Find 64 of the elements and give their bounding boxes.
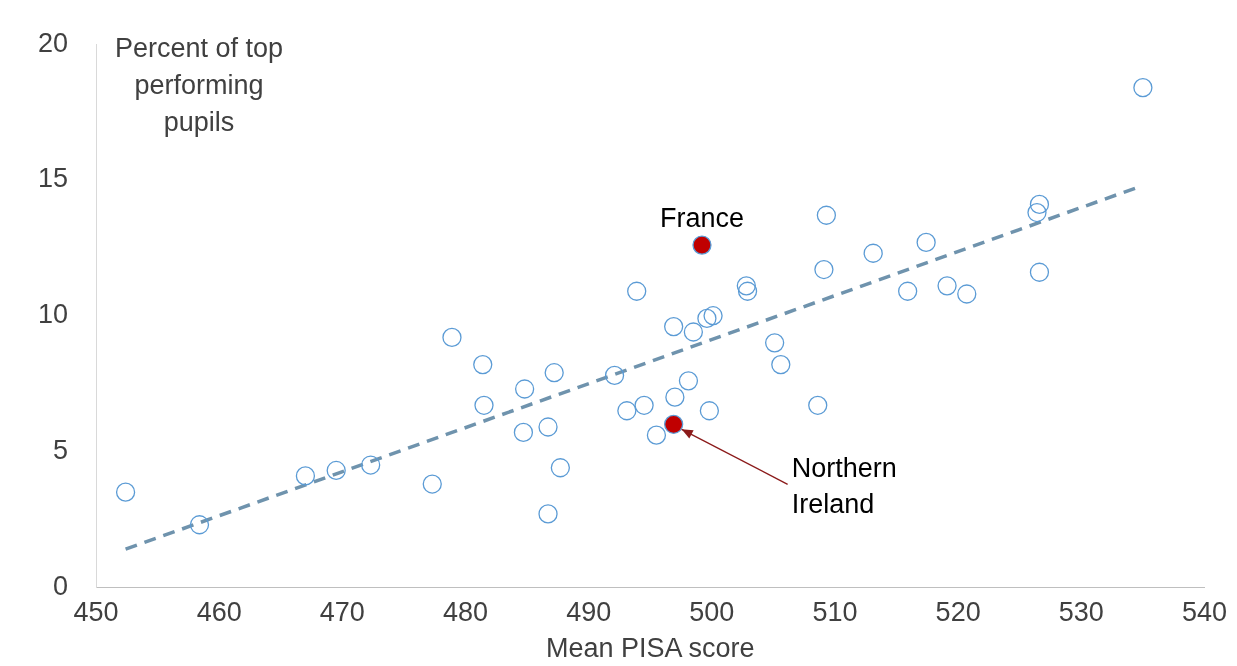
point xyxy=(664,414,684,434)
point xyxy=(627,281,647,301)
point xyxy=(692,235,712,255)
x-tick-label: 520 xyxy=(935,596,981,627)
x-tick-label: 480 xyxy=(442,596,489,627)
x-tick-label: 500 xyxy=(689,596,735,627)
point xyxy=(863,243,883,263)
x-tick-label: 510 xyxy=(812,596,858,627)
point xyxy=(473,354,493,375)
point xyxy=(736,276,756,296)
point xyxy=(664,316,684,337)
point xyxy=(115,482,136,502)
point xyxy=(678,371,699,391)
point xyxy=(538,417,558,437)
point xyxy=(514,379,535,399)
y-tick-label: 15 xyxy=(37,163,69,194)
x-axis-title: Mean PISA score xyxy=(545,633,755,664)
point xyxy=(737,281,758,301)
annotation: France xyxy=(659,203,744,234)
point xyxy=(808,395,828,415)
point xyxy=(771,354,791,375)
annotation: Northern Ireland xyxy=(791,453,897,520)
x-tick-label: 450 xyxy=(73,596,119,627)
point xyxy=(697,308,717,329)
point xyxy=(604,365,625,386)
y-tick-label: 5 xyxy=(53,434,69,465)
point xyxy=(1027,202,1047,223)
point xyxy=(326,460,346,481)
point xyxy=(550,458,570,478)
point xyxy=(634,395,654,415)
point xyxy=(683,322,704,342)
x-tick-label: 530 xyxy=(1058,596,1104,627)
point xyxy=(474,395,494,415)
y-tick-label: 20 xyxy=(37,27,69,58)
y-tick-label: 0 xyxy=(53,570,69,601)
point xyxy=(646,425,667,445)
x-tick-label: 460 xyxy=(196,596,242,627)
point xyxy=(1029,194,1050,215)
point xyxy=(665,387,685,407)
point xyxy=(937,276,957,296)
x-tick-label: 470 xyxy=(319,596,365,627)
point xyxy=(916,232,936,253)
point xyxy=(699,401,720,421)
point xyxy=(765,333,785,353)
x-tick-label: 540 xyxy=(1181,596,1228,627)
point xyxy=(957,284,977,304)
y-axis-title: Percent of top performing pupils xyxy=(114,33,284,138)
point xyxy=(617,401,637,421)
y-tick-label: 10 xyxy=(37,299,69,330)
point xyxy=(442,327,462,348)
point xyxy=(814,259,834,280)
point xyxy=(361,455,381,475)
point xyxy=(544,363,564,383)
point xyxy=(189,515,210,535)
point xyxy=(538,504,558,524)
point xyxy=(816,205,837,225)
point xyxy=(703,306,723,326)
x-tick-label: 490 xyxy=(566,596,612,627)
point xyxy=(513,422,534,443)
point xyxy=(295,466,316,486)
point xyxy=(1029,262,1050,282)
point xyxy=(1133,77,1153,98)
point xyxy=(898,281,918,301)
point xyxy=(422,474,442,494)
